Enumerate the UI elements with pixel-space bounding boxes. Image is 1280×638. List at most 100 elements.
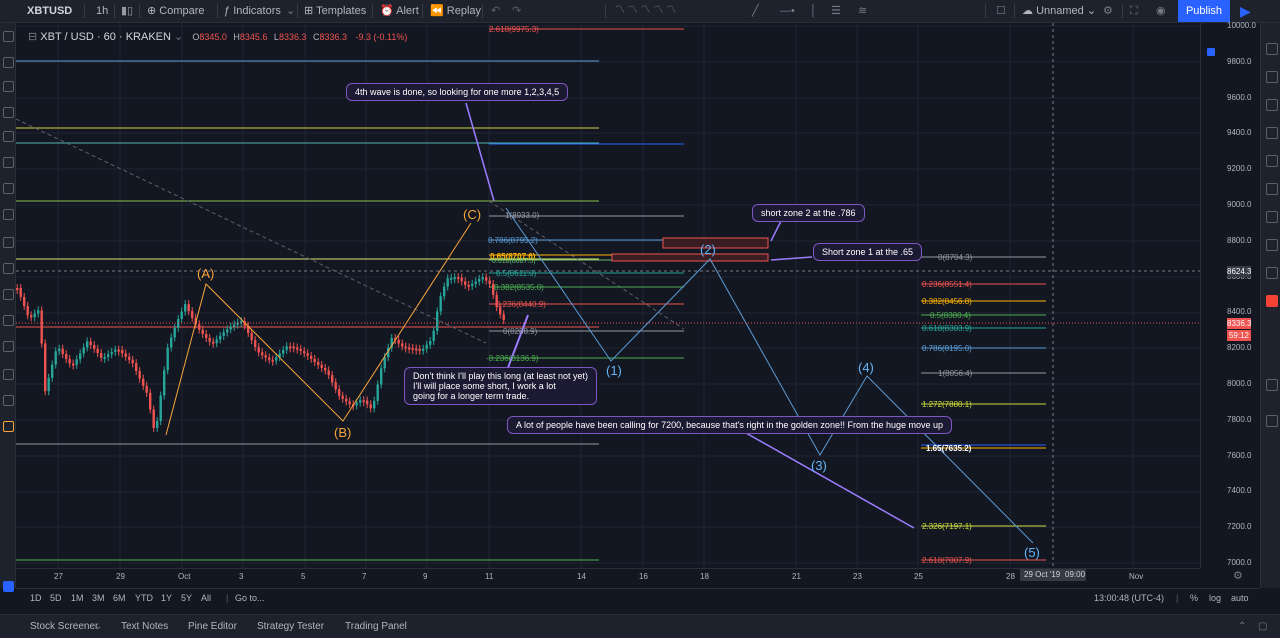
hotlist-icon[interactable] [1266,127,1278,139]
data-window-icon[interactable] [1266,99,1278,111]
range-1y[interactable]: 1Y [161,593,173,603]
goto-button[interactable]: Go to... [235,593,265,603]
candles-style-icon[interactable]: ▮▯ [121,5,134,17]
compare-button[interactable]: ⊕ Compare [147,5,205,17]
calendar-icon[interactable] [1266,155,1278,167]
log-toggle[interactable]: log [1209,593,1222,603]
layout-button[interactable]: ☁ Unnamed ⌄ [1022,5,1097,17]
range-3m[interactable]: 3M [92,593,105,603]
chat-icon[interactable] [1266,239,1278,251]
ruler-icon[interactable] [3,237,14,248]
magnet-icon[interactable] [3,289,14,300]
order-panel-icon[interactable] [1266,379,1278,391]
range-1d[interactable]: 1D [30,593,42,603]
auto-toggle[interactable]: auto [1231,593,1249,603]
favorites-icon[interactable] [3,395,14,406]
tab-trading-panel[interactable]: Trading Panel [345,621,407,632]
range-1m[interactable]: 1M [71,593,84,603]
collapse-legend-icon[interactable]: ⊟ [28,31,41,43]
streams-icon[interactable] [1266,211,1278,223]
eye-icon[interactable] [3,341,14,352]
replay-button[interactable]: ⏪ Replay [430,5,482,17]
symbol-search[interactable]: XBTUSD [27,5,73,17]
dom-icon[interactable] [1266,415,1278,427]
alert-button[interactable]: ⏰ Alert [380,5,419,17]
trend-line-icon[interactable] [3,57,14,68]
publish-button[interactable]: Publish [1178,0,1230,22]
gear-icon[interactable]: ⚙ [1233,570,1243,582]
price-chart[interactable] [16,23,1200,568]
fib-retracement-icon[interactable]: ☰ [831,5,841,17]
brush-icon[interactable] [3,107,14,118]
tab-text-notes[interactable]: Text Notes [121,621,169,632]
object-tree-icon[interactable] [3,581,14,592]
impulse-wave-path[interactable] [505,207,1034,544]
notification-badge[interactable] [1266,295,1278,307]
pitchfork-icon[interactable] [3,81,14,92]
trend-line-icon[interactable]: ╱ [752,5,759,17]
chevron-down-icon[interactable]: ⌄ [94,621,103,632]
gear-icon[interactable]: ⚙ [1103,5,1113,17]
fib-retracement-left[interactable] [489,28,684,359]
range-5d[interactable]: 5D [50,593,62,603]
annotation-note[interactable]: A lot of people have been calling for 72… [507,416,953,434]
clock[interactable]: 13:00:48 (UTC-4) [1094,593,1165,603]
candle-body [289,346,292,349]
range-ytd[interactable]: YTD [135,593,153,603]
pattern-icon[interactable] [3,157,14,168]
horizontal-ray-icon[interactable]: —• [780,5,795,17]
abc-wave-path[interactable] [165,222,472,436]
prediction-icon[interactable] [3,183,14,194]
maximize-panel-icon[interactable]: ▢ [1258,621,1268,632]
annotation-note[interactable]: 4th wave is done, so looking for one mor… [346,83,569,101]
tab-stock-screener[interactable]: Stock Screener [30,621,99,632]
vertical-line-icon[interactable]: │ [810,5,817,17]
annotation-note[interactable]: Short zone 1 at the .65 [813,243,923,261]
horizontal-lines[interactable] [16,60,685,561]
crosshair-icon[interactable] [3,31,14,42]
bar-countdown-label: 59:12 [1227,330,1251,341]
hand-icon[interactable] [3,421,14,432]
chevron-down-icon[interactable]: ⌄ [174,31,184,43]
interval-button[interactable]: 1h [96,5,109,17]
short-zone-2-box[interactable] [662,237,769,249]
zoom-in-icon[interactable] [3,263,14,274]
tab-strategy-tester[interactable]: Strategy Tester [257,621,325,632]
camera-icon[interactable]: ◉ [1156,5,1166,17]
annotation-note[interactable]: Don't think I'll play this long (at leas… [404,367,598,405]
icon-tool-icon[interactable] [3,209,14,220]
fib-extension-icon[interactable]: ≋ [858,5,868,17]
price-axis-label: 7400.0 [1227,486,1252,496]
trash-icon[interactable] [3,369,14,380]
fullscreen-checkbox-icon[interactable]: ☐ [996,5,1006,17]
candle-body [334,382,337,390]
play-circle-icon[interactable]: ▶ [1240,3,1251,19]
tab-pine-editor[interactable]: Pine Editor [188,621,237,632]
candle-body [355,402,358,406]
notification-icon[interactable] [1266,267,1278,279]
range-all[interactable]: All [201,593,212,603]
range-6m[interactable]: 6M [113,593,126,603]
price-axis[interactable]: 10000.0 9800.0 9600.0 9400.0 9200.0 9000.0 880… [1200,21,1260,568]
time-axis[interactable]: 27 29 Oct 3 5 7 9 11 14 16 18 21 23 25 28 Nov [16,568,1200,585]
redo-icon[interactable]: ↷ [512,5,522,17]
annotation-note[interactable]: short zone 2 at the .786 [752,204,865,222]
percent-toggle[interactable]: % [1190,593,1199,603]
lock-icon[interactable] [3,315,14,326]
undo-icon[interactable]: ↶ [491,5,501,17]
templates-button[interactable]: ⊞ Templates [304,5,367,17]
fullscreen-icon[interactable]: ⛶ [1130,5,1138,17]
text-icon[interactable] [3,131,14,142]
alerts-icon[interactable] [1266,71,1278,83]
chevron-down-icon[interactable]: ⌄ [286,5,296,17]
ideas-icon[interactable] [1266,183,1278,195]
collapse-panel-icon[interactable]: ⌃ [1238,621,1247,632]
fib-extension-right[interactable] [921,256,1046,561]
settings-icon[interactable] [1207,48,1215,56]
fib-label: 0.382(8456.8) [922,297,972,306]
range-5y[interactable]: 5Y [181,593,193,603]
short-zone-1-box[interactable] [611,253,769,262]
elliott-wave-tools[interactable]: 〽 〽 〽 〽 〽 [615,5,677,16]
watchlist-icon[interactable] [1266,43,1278,55]
indicators-button[interactable]: ƒ Indicators [224,5,281,17]
